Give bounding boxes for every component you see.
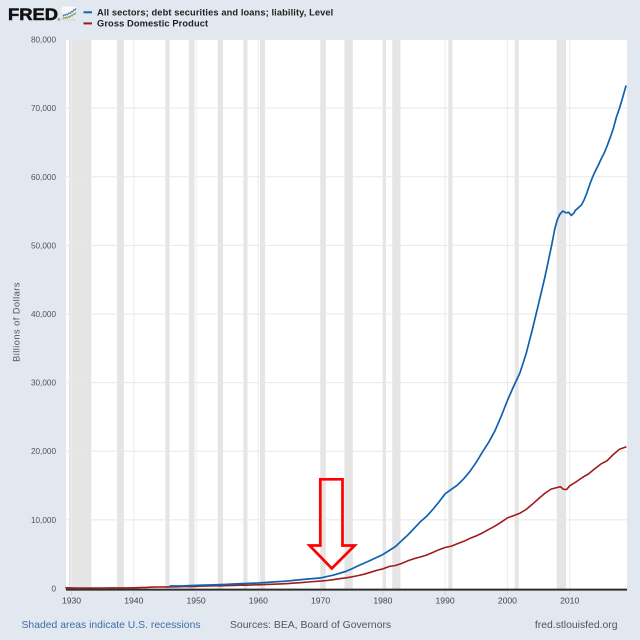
- svg-text:FRED: FRED: [8, 6, 58, 24]
- svg-text:80,000: 80,000: [31, 36, 56, 45]
- svg-text:70,000: 70,000: [31, 104, 56, 113]
- svg-text:1930: 1930: [62, 596, 81, 606]
- svg-text:Gross Domestic Product: Gross Domestic Product: [97, 18, 208, 28]
- svg-text:®: ®: [58, 17, 61, 22]
- svg-text:10,000: 10,000: [31, 516, 56, 525]
- svg-text:Billions of Dollars: Billions of Dollars: [12, 282, 22, 362]
- svg-text:2000: 2000: [498, 596, 517, 606]
- svg-text:1970: 1970: [311, 596, 330, 606]
- svg-text:fred.stlouisfed.org: fred.stlouisfed.org: [535, 620, 618, 631]
- svg-text:60,000: 60,000: [31, 173, 56, 182]
- svg-text:2010: 2010: [560, 596, 579, 606]
- svg-text:50,000: 50,000: [31, 241, 56, 250]
- svg-text:40,000: 40,000: [31, 310, 56, 319]
- svg-text:20,000: 20,000: [31, 447, 56, 456]
- svg-text:0: 0: [51, 585, 56, 594]
- svg-text:1940: 1940: [124, 596, 143, 606]
- svg-text:1980: 1980: [373, 596, 392, 606]
- svg-text:1950: 1950: [187, 596, 206, 606]
- svg-text:Sources: BEA, Board of Governo: Sources: BEA, Board of Governors: [230, 620, 391, 631]
- svg-text:30,000: 30,000: [31, 379, 56, 388]
- svg-text:All sectors; debt securities a: All sectors; debt securities and loans; …: [97, 7, 333, 17]
- svg-text:1990: 1990: [436, 596, 455, 606]
- svg-text:1960: 1960: [249, 596, 268, 606]
- svg-text:Shaded areas indicate U.S. rec: Shaded areas indicate U.S. recessions: [22, 620, 201, 631]
